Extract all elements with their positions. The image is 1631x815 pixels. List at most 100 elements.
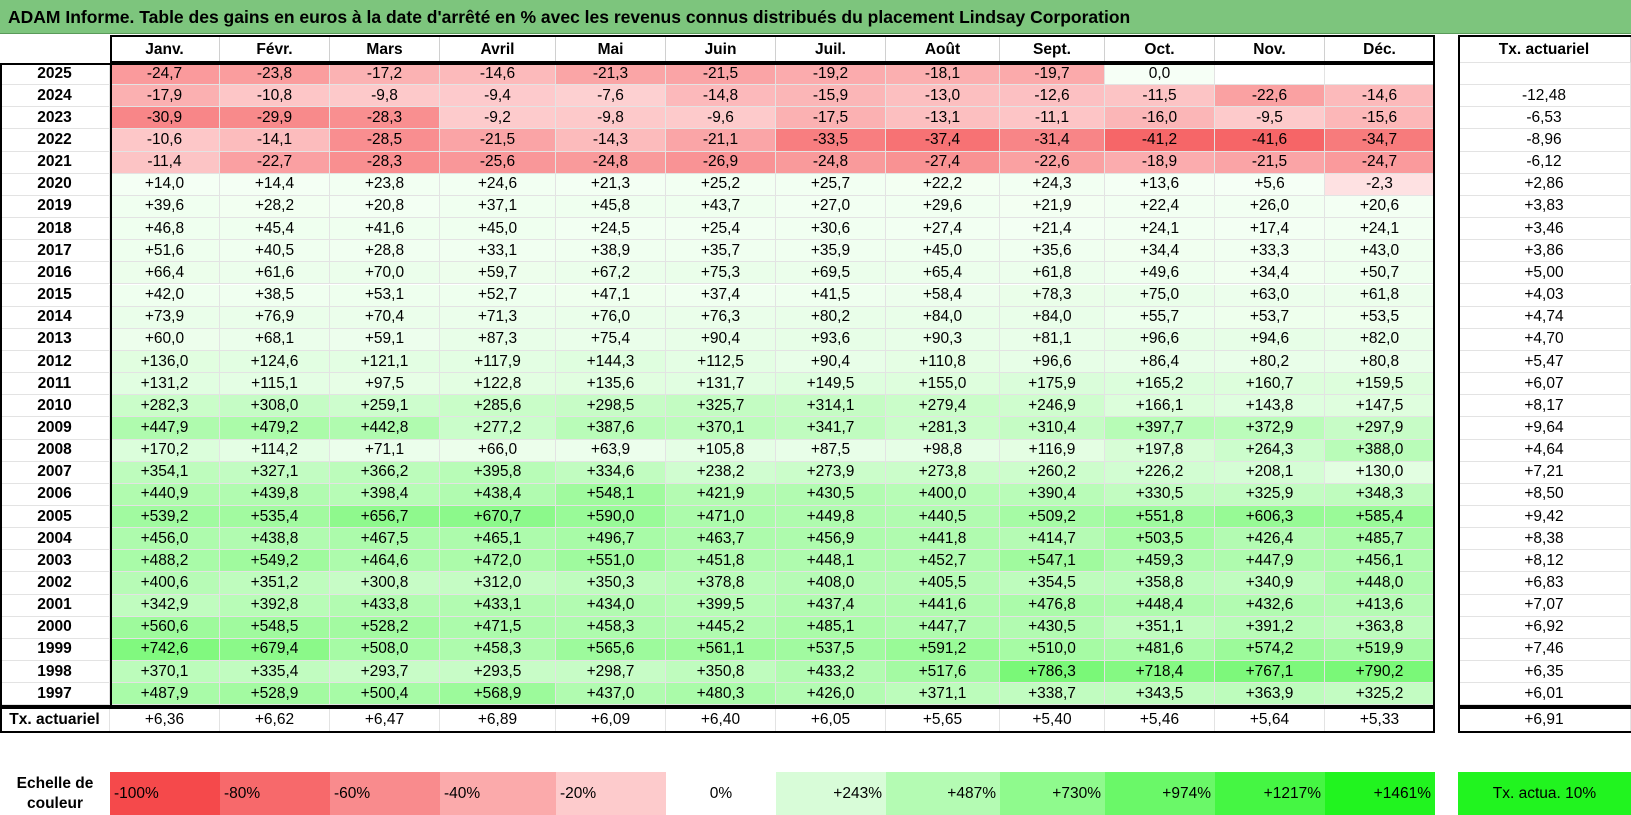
table-cell: +487,9 xyxy=(110,683,220,706)
table-cell: +24,1 xyxy=(1325,218,1435,241)
table-cell: -21,5 xyxy=(666,63,776,86)
table-cell: +426,4 xyxy=(1215,528,1325,551)
year-label: 2017 xyxy=(0,240,110,263)
table-cell: +448,0 xyxy=(1325,572,1435,595)
footer-cell: +5,65 xyxy=(886,707,1000,734)
footer-label: Tx. actuariel xyxy=(0,707,110,734)
table-cell: +33,3 xyxy=(1215,240,1325,263)
table-cell: +430,5 xyxy=(1000,616,1105,639)
table-cell: +259,1 xyxy=(330,395,440,418)
table-cell: +71,1 xyxy=(330,439,440,462)
year-label: 2002 xyxy=(0,572,110,595)
table-cell: +122,8 xyxy=(440,373,556,396)
rate-cell: +8,17 xyxy=(1458,395,1631,418)
table-cell: +503,5 xyxy=(1105,528,1215,551)
table-cell: +372,9 xyxy=(1215,417,1325,440)
table-cell: -10,8 xyxy=(220,85,330,108)
table-cell: +61,6 xyxy=(220,262,330,285)
table-cell: +341,7 xyxy=(776,417,886,440)
scale-swatch: +487% xyxy=(886,772,1000,815)
table-cell: +442,8 xyxy=(330,417,440,440)
year-label: 2020 xyxy=(0,173,110,196)
table-cell: +441,6 xyxy=(886,594,1000,617)
year-label: 2015 xyxy=(0,284,110,307)
table-cell: +467,5 xyxy=(330,528,440,551)
table-cell: +143,8 xyxy=(1215,395,1325,418)
table-cell: -2,3 xyxy=(1325,173,1435,196)
table-cell: +80,8 xyxy=(1325,350,1435,374)
table-cell: +551,8 xyxy=(1105,506,1215,529)
table-cell: -19,7 xyxy=(1000,63,1105,86)
rate-cell: +9,42 xyxy=(1458,506,1631,529)
table-cell: +131,7 xyxy=(666,373,776,396)
rate-cell: +8,50 xyxy=(1458,483,1631,506)
table-cell: +351,2 xyxy=(220,572,330,595)
table-cell: -9,5 xyxy=(1215,107,1325,130)
table-cell: +421,9 xyxy=(666,483,776,506)
table-cell: -41,2 xyxy=(1105,129,1215,152)
table-cell: +281,3 xyxy=(886,417,1000,440)
year-label: 1999 xyxy=(0,638,110,662)
table-cell: +159,5 xyxy=(1325,373,1435,396)
table-cell: +76,9 xyxy=(220,306,330,329)
table-cell: +25,2 xyxy=(666,173,776,196)
title-bar: ADAM Informe. Table des gains en euros à… xyxy=(0,0,1631,34)
table-cell: +438,4 xyxy=(440,483,556,506)
table-cell: +24,1 xyxy=(1105,218,1215,241)
table-cell: +539,2 xyxy=(110,506,220,529)
table-cell: +69,5 xyxy=(776,262,886,285)
year-label: 2013 xyxy=(0,328,110,351)
table-cell: +114,2 xyxy=(220,439,330,462)
table-cell: +155,0 xyxy=(886,373,1000,396)
table-cell: +45,8 xyxy=(556,195,666,219)
table-cell: -18,1 xyxy=(886,63,1000,86)
table-cell: +405,5 xyxy=(886,572,1000,595)
table-cell: +354,5 xyxy=(1000,572,1105,595)
table-cell: +399,5 xyxy=(666,594,776,617)
table-cell: +130,0 xyxy=(1325,461,1435,484)
table-cell: +551,0 xyxy=(556,550,666,573)
table-cell: +63,9 xyxy=(556,439,666,462)
table-cell: +110,8 xyxy=(886,350,1000,374)
table-cell: +80,2 xyxy=(776,306,886,329)
table-cell: +458,3 xyxy=(556,616,666,639)
table-cell xyxy=(1325,63,1435,86)
table-cell: +66,4 xyxy=(110,262,220,285)
table-cell: +13,6 xyxy=(1105,173,1215,196)
table-cell: +656,7 xyxy=(330,506,440,529)
table-cell: -21,1 xyxy=(666,129,776,152)
table-cell: +561,1 xyxy=(666,638,776,662)
table-cell: +90,3 xyxy=(886,328,1000,351)
table-cell: +298,7 xyxy=(556,661,666,684)
table-cell: -9,2 xyxy=(440,107,556,130)
table-cell: -9,8 xyxy=(330,85,440,108)
scale-swatch: -100% xyxy=(110,772,220,815)
table-cell: +338,7 xyxy=(1000,683,1105,706)
table-cell: +325,9 xyxy=(1215,483,1325,506)
table-cell: +476,8 xyxy=(1000,594,1105,617)
rate-cell: +5,00 xyxy=(1458,262,1631,285)
table-cell: +90,4 xyxy=(776,350,886,374)
table-cell: +26,0 xyxy=(1215,195,1325,219)
table-cell: +61,8 xyxy=(1325,284,1435,307)
table-cell: +366,2 xyxy=(330,461,440,484)
table-cell: +27,4 xyxy=(886,218,1000,241)
table-cell: -28,3 xyxy=(330,107,440,130)
scale-swatch: 0% xyxy=(666,772,776,815)
table-cell: +397,7 xyxy=(1105,417,1215,440)
table-cell: -31,4 xyxy=(1000,129,1105,152)
year-label: 2000 xyxy=(0,616,110,639)
rate-cell: +8,12 xyxy=(1458,550,1631,573)
year-label: 2005 xyxy=(0,506,110,529)
table-cell: +75,4 xyxy=(556,328,666,351)
table-cell: +87,5 xyxy=(776,439,886,462)
rate-cell: +3,83 xyxy=(1458,195,1631,219)
table-cell: +25,7 xyxy=(776,173,886,196)
table-cell: -41,6 xyxy=(1215,129,1325,152)
rate-cell: +7,21 xyxy=(1458,461,1631,484)
table-cell: +342,9 xyxy=(110,594,220,617)
table-cell: +537,5 xyxy=(776,638,886,662)
year-label: 2012 xyxy=(0,350,110,374)
table-cell: -29,9 xyxy=(220,107,330,130)
scale-swatch: +243% xyxy=(776,772,886,815)
